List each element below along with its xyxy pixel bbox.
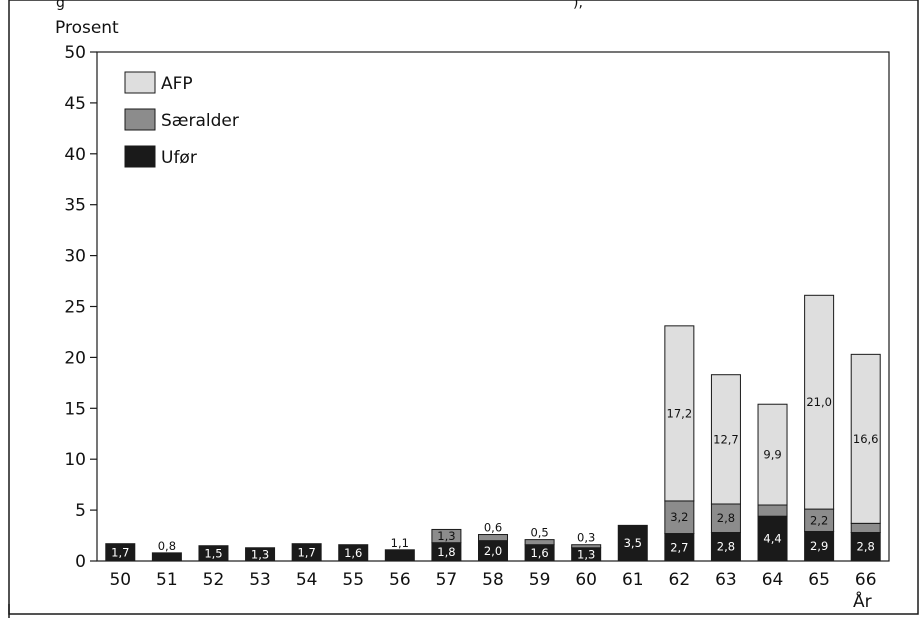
x-tick-label: 60 [575,570,597,590]
x-tick-label: 54 [296,570,318,590]
y-tick-label: 10 [64,450,86,470]
bar-segment-ufr [105,543,136,562]
x-tick-label: 55 [342,570,364,590]
data-label: 2,2 [810,513,828,527]
y-tick-label: 35 [64,196,86,216]
figure-frame [8,0,919,615]
x-axis-title: År [853,590,872,612]
x-tick-label: 63 [715,570,737,590]
legend: AFP Særalder Ufør [124,71,239,168]
bar-segment-ufr [291,543,322,562]
bar-segment-sralder [431,528,462,544]
bar-segment-sralder [664,500,695,535]
bar-segment-sralder [571,544,602,549]
bar-segment-afp [804,294,835,510]
bar-segment-ufr [664,533,695,562]
bar-segment-sralder [757,504,788,517]
bar-segment-ufr [617,524,648,562]
data-label: 0,5 [530,526,548,540]
bar-segment-afp [664,325,695,502]
data-label: 1,5 [204,546,222,560]
header-fragment: g [56,0,65,11]
bar-segment-afp [850,353,881,524]
y-tick-label: 5 [75,501,86,521]
y-axis-title: Prosent [55,18,119,38]
y-tick-label: 25 [64,298,86,318]
legend-label-ufor: Ufør [161,148,197,168]
data-label: 0,8 [158,539,176,553]
bar-segment-afp [757,403,788,506]
x-tick-label: 59 [529,570,551,590]
x-tick-label: 65 [808,570,830,590]
x-tick-label: 64 [762,570,784,590]
y-tick-label: 45 [64,94,86,114]
x-tick-label: 52 [203,570,225,590]
x-tick-label: 51 [156,570,178,590]
data-label: 1,7 [111,545,129,559]
data-label: 2,8 [857,540,875,554]
data-label: 2,0 [484,544,502,558]
data-label: 1,3 [577,547,595,561]
legend-label-afp: AFP [161,74,193,94]
data-label: 3,5 [624,536,642,550]
data-label: 1,3 [437,529,455,543]
data-label: 1,7 [297,545,315,559]
x-tick-label: 62 [669,570,691,590]
bar-segment-ufr [151,552,182,562]
data-label: 1,8 [437,545,455,559]
y-tick-label: 50 [64,43,86,63]
data-label: 2,7 [670,540,688,554]
legend-swatch-ufor [124,145,156,168]
bar-segment-ufr [710,531,741,562]
bar-segment-ufr [338,544,369,562]
x-axis: 50 51 52 53 54 55 56 57 58 59 60 61 62 63 64 65 66 [109,570,876,590]
header-fragment-right: ), [573,0,583,11]
bar-segment-afp [710,374,741,505]
x-tick-label: 56 [389,570,411,590]
data-label: 9,9 [763,448,781,462]
y-axis: 0 5 10 15 20 25 30 35 40 45 50 [64,43,97,572]
legend-swatch-saeralder [124,108,156,131]
x-tick-label: 50 [109,570,131,590]
bar-segment-sralder [710,503,741,533]
bar-segment-ufr [757,515,788,562]
y-tick-label: 30 [64,247,86,267]
data-label: 0,6 [484,521,502,535]
data-label: 12,7 [713,432,739,446]
legend-swatch-afp [124,71,156,94]
y-tick-label: 20 [64,348,86,368]
x-tick-label: 57 [436,570,458,590]
bar-segment-sralder [524,539,555,546]
data-label: 4,4 [763,532,781,546]
y-tick-label: 0 [75,552,86,572]
bar-segment-ufr [384,549,415,562]
x-tick-label: 61 [622,570,644,590]
y-tick-label: 15 [64,399,86,419]
bar-segment-sralder [478,534,508,542]
data-label: 1,1 [391,536,409,550]
data-label: 1,3 [251,547,269,561]
bars-group: 1,7 0,8 1,5 1,3 1,7 1,6 1,1 1,8 1,3 2,0 0,6 1,6 0,5 1… [105,294,881,562]
data-label: 1,6 [530,546,548,560]
x-tick-label: 53 [249,570,271,590]
data-label: 1,6 [344,546,362,560]
data-label: 2,9 [810,539,828,553]
data-label: 2,8 [717,511,735,525]
data-label: 16,6 [853,432,879,446]
x-tick-label: 66 [855,570,877,590]
bar-segment-ufr [198,545,229,562]
x-tick-label: 58 [482,570,504,590]
legend-label-saeralder: Særalder [161,111,239,131]
data-label: 17,2 [667,406,693,420]
y-tick-label: 40 [64,145,86,165]
data-label: 0,3 [577,531,595,545]
bar-segment-ufr [245,547,276,562]
bar-segment-sralder [850,522,881,533]
data-label: 2,8 [717,540,735,554]
data-label: 3,2 [670,510,688,524]
data-label: 21,0 [806,395,832,409]
